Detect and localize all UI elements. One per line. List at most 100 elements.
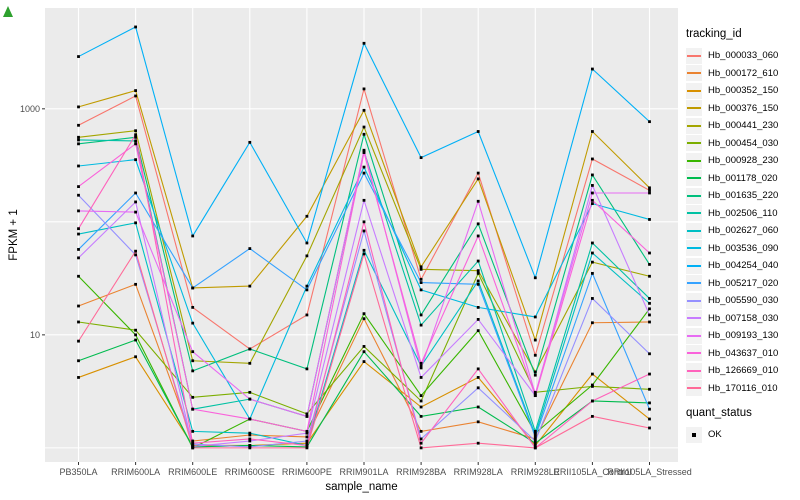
data-point [362, 317, 366, 321]
x-tick-label: RRIM600LA [111, 467, 160, 477]
legend-entry: Hb_001178_020 [686, 170, 798, 188]
data-point [305, 429, 309, 433]
legend-color-line [687, 124, 701, 127]
legend-key-swatch [686, 257, 702, 274]
data-point [362, 312, 366, 316]
data-point [134, 338, 137, 342]
data-point [648, 120, 651, 124]
legend-color-line [687, 264, 701, 267]
data-point [533, 431, 537, 435]
data-point [191, 429, 195, 433]
legend-color-line [687, 352, 701, 355]
data-point [248, 390, 252, 394]
data-point [362, 350, 366, 354]
corner-triangle-icon [3, 6, 13, 17]
data-point [419, 156, 423, 160]
data-point [248, 444, 252, 447]
data-point [362, 345, 366, 348]
data-point [77, 123, 80, 127]
data-point [476, 234, 480, 238]
legend-entry: Hb_000928_230 [686, 152, 798, 170]
data-point [476, 130, 480, 133]
data-point [419, 366, 423, 370]
data-point [648, 186, 651, 190]
data-point [362, 171, 366, 175]
legend-entry: Hb_005590_030 [686, 292, 798, 310]
data-point [134, 133, 137, 137]
data-point [305, 367, 309, 371]
x-tick-label: RRIM600SE [225, 467, 275, 477]
legend-entry-label: Hb_005590_030 [708, 295, 779, 307]
data-point [191, 321, 195, 325]
legend-entry-label: OK [708, 429, 722, 441]
data-point [305, 446, 309, 450]
legend-color-line [687, 194, 701, 197]
legend-color-line [687, 369, 701, 372]
data-point [476, 269, 480, 273]
data-point [77, 185, 80, 189]
data-point [476, 441, 480, 445]
x-tick-label: RRIM928BA [396, 467, 446, 477]
legend-entry-label: Hb_126669_010 [708, 365, 779, 377]
legend-key-swatch [686, 345, 702, 362]
data-point [248, 431, 252, 435]
y-tick-label: 1000 [20, 104, 40, 114]
legend-entry: Hb_002506_110 [686, 205, 798, 223]
data-point [419, 399, 423, 403]
legend-entry: Hb_126669_010 [686, 362, 798, 380]
data-point [248, 284, 252, 288]
data-point [591, 191, 594, 195]
data-point [362, 125, 366, 129]
data-point [362, 151, 366, 154]
data-point [476, 305, 480, 309]
legend-entry-label: Hb_043637_010 [708, 347, 779, 359]
data-point [77, 376, 80, 379]
data-point [648, 313, 651, 317]
legend-key-swatch [686, 240, 702, 257]
data-point [134, 210, 137, 214]
data-point [134, 333, 137, 337]
data-point [476, 271, 480, 275]
data-point [419, 281, 423, 285]
data-point [591, 414, 594, 418]
legend-entry-label: Hb_007158_030 [708, 312, 779, 324]
legend-key-swatch [686, 117, 702, 134]
data-point [533, 370, 537, 374]
data-point [419, 277, 423, 281]
data-point [191, 439, 195, 443]
data-point [533, 429, 537, 433]
legend-color-line [687, 387, 701, 390]
data-point [476, 171, 480, 175]
legend-title-tracking-id: tracking_id [686, 28, 742, 40]
x-tick-label: RRII105LA_Stressed [607, 467, 692, 477]
data-point [77, 227, 80, 231]
legend-key-swatch [686, 327, 702, 344]
data-point [191, 305, 195, 309]
data-point [362, 248, 366, 252]
legend-entries-tracking-id: Hb_000033_060 Hb_000172_610 Hb_000352_150 H… [686, 47, 798, 397]
data-point [305, 444, 309, 447]
data-point [77, 339, 80, 343]
legend-entry: Hb_000454_030 [686, 135, 798, 153]
data-point [476, 279, 480, 283]
data-point [134, 139, 137, 143]
data-point [648, 274, 651, 278]
data-point [419, 405, 423, 409]
data-point [362, 360, 366, 363]
data-point [648, 188, 651, 192]
data-point [362, 132, 366, 136]
data-point [533, 394, 537, 398]
legend-entry: Hb_009193_130 [686, 327, 798, 345]
data-point [648, 191, 651, 195]
data-point [134, 25, 137, 29]
legend-color-line [687, 229, 701, 232]
legend-entry-label: Hb_000376_150 [708, 102, 779, 114]
x-tick-label: RRIM600PE [282, 467, 332, 477]
data-point [591, 297, 594, 300]
legend-entry-label: Hb_001178_020 [708, 172, 778, 184]
legend-entry: Hb_000172_610 [686, 65, 798, 83]
data-point [419, 446, 423, 450]
data-point [191, 395, 195, 399]
data-point [533, 441, 537, 445]
data-point [248, 439, 252, 443]
